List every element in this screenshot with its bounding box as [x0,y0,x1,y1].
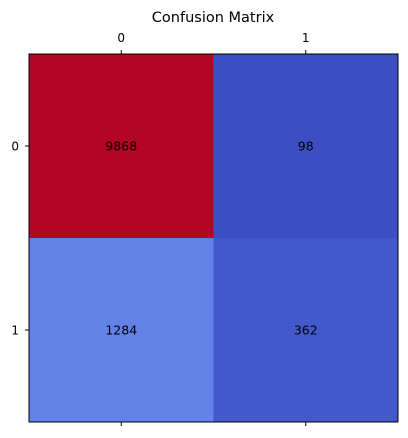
heatmap-cell-r0-c0 [29,54,214,239]
plot-frame [28,53,399,423]
heatmap-cell-r0-c1 [213,54,399,239]
cell-value-label-r1-c1: 362 [294,323,318,338]
heatmap-cells [29,54,399,423]
y-tick-label-1: 1 [11,324,19,338]
cell-value-label-r1-c0: 1284 [105,323,137,338]
heatmap-cell-labels: 9868 98 1284 362 [105,139,317,338]
y-tick-label-0: 0 [11,140,19,154]
cell-value-label-r0-c1: 98 [298,139,314,154]
chart-title: Confusion Matrix [152,10,275,26]
x-tick-label-1: 1 [302,31,310,45]
axis-ticks: 0 1 0 1 [11,31,310,426]
heatmap-cell-r1-c1 [213,238,399,423]
cell-value-label-r0-c0: 9868 [105,139,137,154]
heatmap-cell-r1-c0 [29,238,214,423]
x-tick-label-0: 0 [117,31,125,45]
